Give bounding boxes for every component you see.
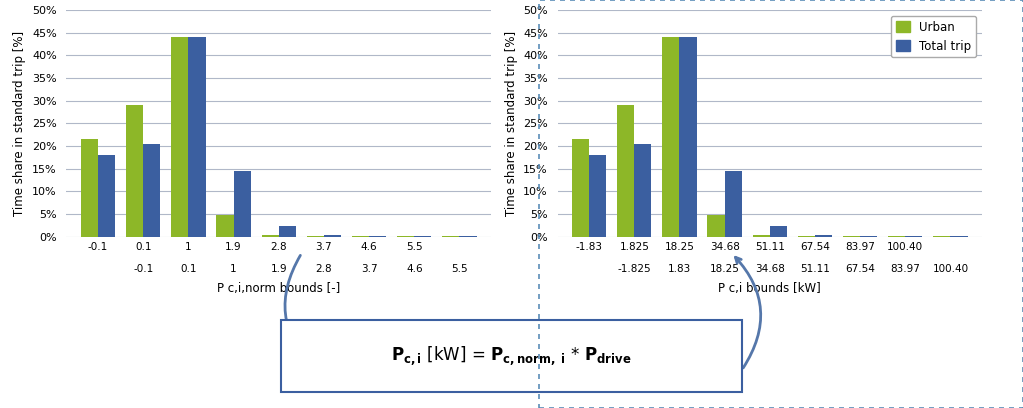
Bar [798,236,815,237]
Bar [369,236,387,237]
X-axis label: P c,i,norm bounds [-]: P c,i,norm bounds [-] [217,282,341,295]
Bar [307,236,324,237]
Text: 51.11: 51.11 [800,264,830,274]
Text: 83.97: 83.97 [890,264,921,274]
Bar [662,38,679,237]
Bar [589,155,607,237]
Bar [262,235,278,237]
Bar [815,235,832,237]
Bar [679,38,697,237]
Text: 100.40: 100.40 [932,264,969,274]
Bar [414,236,432,237]
Text: 67.54: 67.54 [845,264,875,274]
Bar [233,171,251,237]
Bar [724,171,742,237]
Text: 5.5: 5.5 [451,264,468,274]
Text: 1: 1 [230,264,237,274]
Text: 1.9: 1.9 [270,264,287,274]
Text: 0.1: 0.1 [180,264,196,274]
Text: 18.25: 18.25 [710,264,740,274]
Bar [278,226,296,237]
Bar [126,105,143,237]
Bar [188,38,206,237]
Bar [98,155,116,237]
Text: -1.825: -1.825 [618,264,651,274]
Text: 3.7: 3.7 [361,264,377,274]
Bar [572,139,589,237]
X-axis label: P c,i bounds [kW]: P c,i bounds [kW] [718,282,821,295]
Bar [143,144,161,237]
Y-axis label: Time share in standard trip [%]: Time share in standard trip [%] [504,31,518,216]
Bar [634,144,652,237]
Legend: Urban, Total trip: Urban, Total trip [891,16,976,58]
Bar [708,215,724,237]
Bar [217,215,233,237]
Bar [171,38,188,237]
Text: 4.6: 4.6 [406,264,422,274]
Bar [753,235,770,237]
Text: 34.68: 34.68 [755,264,785,274]
Bar [770,226,787,237]
Y-axis label: Time share in standard trip [%]: Time share in standard trip [%] [13,31,27,216]
Bar [324,235,341,237]
Text: -0.1: -0.1 [133,264,153,274]
Bar [860,236,878,237]
Bar [81,139,98,237]
Bar [617,105,634,237]
Bar [905,236,923,237]
Text: 1.83: 1.83 [668,264,692,274]
Text: $\mathbf{P_{c,i}}$ [kW] = $\mathbf{P_{c,norm,\ i}}$ * $\mathbf{P_{drive}}$: $\mathbf{P_{c,i}}$ [kW] = $\mathbf{P_{c,… [391,344,632,368]
Text: 2.8: 2.8 [316,264,332,274]
